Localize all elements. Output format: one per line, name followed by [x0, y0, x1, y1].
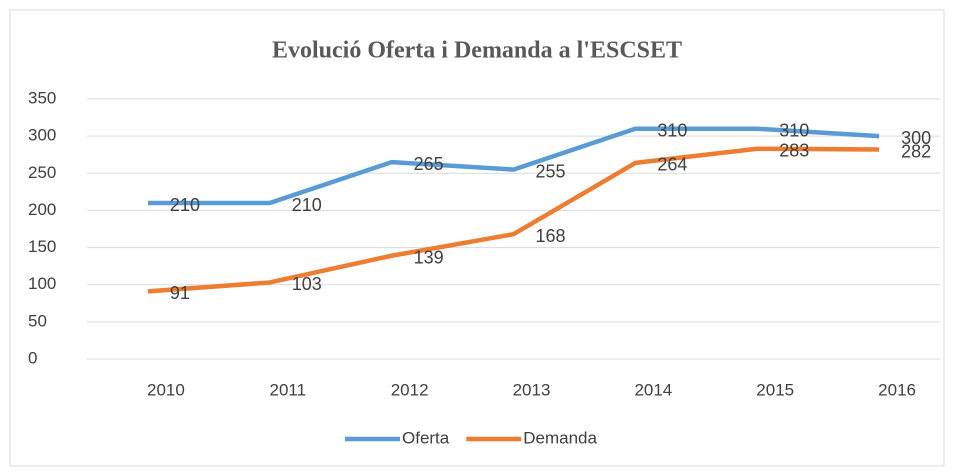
legend-label: Oferta [402, 428, 450, 447]
y-tick-label: 50 [28, 311, 47, 330]
series-line [147, 146, 880, 294]
data-label: 265 [414, 154, 444, 174]
data-label: 310 [657, 120, 687, 140]
data-label: 283 [779, 141, 809, 161]
data-label: 310 [779, 120, 809, 140]
y-tick-label: 200 [28, 200, 56, 219]
x-tick-label: 2016 [878, 380, 916, 399]
data-label: 91 [170, 283, 190, 303]
chart-title: Evolució Oferta i Demanda a l'ESCSET [272, 38, 682, 64]
y-tick-label: 250 [28, 163, 56, 182]
chart-frame [9, 9, 945, 467]
data-label: 210 [292, 195, 322, 215]
y-tick-label: 0 [28, 348, 37, 367]
x-tick-label: 2014 [634, 380, 672, 399]
x-tick-label: 2011 [270, 380, 307, 399]
series-line [147, 126, 880, 206]
y-tick-label: 350 [28, 88, 56, 107]
y-tick-label: 300 [28, 126, 56, 145]
legend-label: Demanda [523, 428, 597, 447]
data-label: 300 [901, 128, 931, 148]
data-label: 139 [414, 247, 444, 267]
data-label: 264 [657, 155, 687, 175]
data-label: 103 [292, 274, 322, 294]
x-tick-label: 2013 [513, 380, 551, 399]
data-label: 168 [536, 226, 566, 246]
x-tick-label: 2012 [391, 380, 429, 399]
data-label: 255 [536, 161, 566, 181]
data-label: 210 [170, 195, 200, 215]
y-tick-label: 150 [28, 237, 56, 256]
x-tick-label: 2015 [756, 380, 794, 399]
data-label: 282 [901, 141, 931, 161]
x-tick-label: 2010 [147, 380, 185, 399]
y-tick-label: 100 [28, 274, 56, 293]
